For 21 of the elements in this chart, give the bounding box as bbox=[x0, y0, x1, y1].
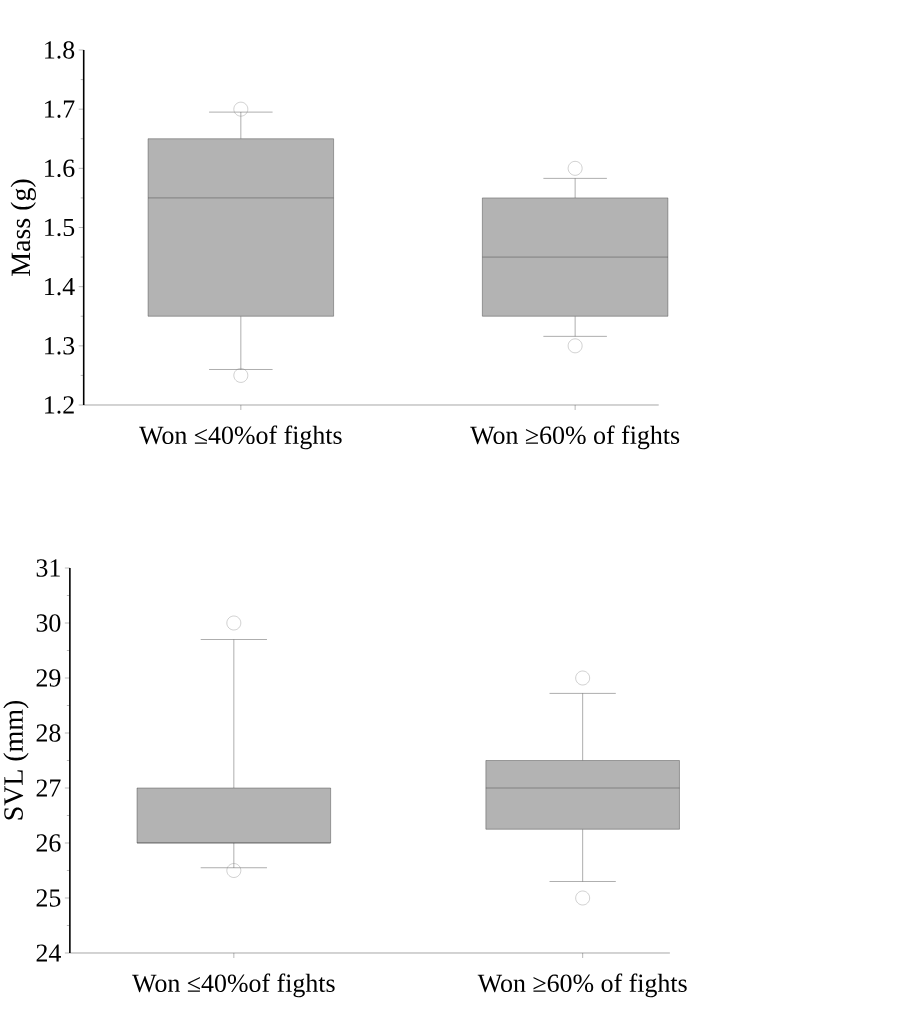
y-tick-label: 30 bbox=[36, 614, 61, 632]
y-tick-label: 1.7 bbox=[45, 100, 75, 118]
y-axis-title: SVL (mm) bbox=[3, 700, 29, 820]
x-tick-label: Won ≥60% of fights bbox=[470, 425, 680, 450]
x-tick-label: Won ≥60% of fights bbox=[477, 973, 687, 998]
y-tick-label: 1.2 bbox=[45, 396, 74, 414]
y-tick-label: 1.8 bbox=[45, 41, 75, 59]
y-tick-label: 1.4 bbox=[45, 277, 75, 296]
y-tick-label: 1.5 bbox=[45, 218, 75, 237]
x-tick-label: Won ≤40%of fights bbox=[132, 973, 335, 998]
y-tick-label: 31 bbox=[36, 559, 60, 577]
y-tick-label: 1.6 bbox=[45, 159, 75, 178]
y-tick-label: 25 bbox=[36, 889, 61, 907]
y-tick-label: 1.3 bbox=[45, 337, 75, 355]
y-tick-label: 24 bbox=[36, 944, 62, 962]
y-axis-title: Mass (g) bbox=[10, 179, 37, 276]
y-tick-label: 26 bbox=[36, 834, 61, 852]
y-tick-label: 27 bbox=[36, 779, 61, 797]
y-tick-label: 28 bbox=[36, 724, 61, 742]
y-tick-label: 29 bbox=[36, 669, 61, 687]
x-tick-label: Won ≤40%of fights bbox=[139, 425, 342, 450]
